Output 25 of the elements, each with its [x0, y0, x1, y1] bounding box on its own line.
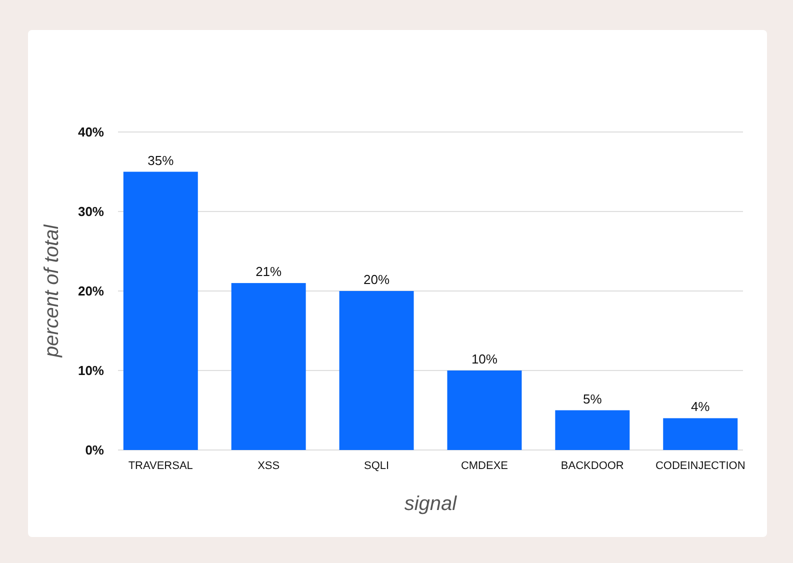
x-tick-label: BACKDOOR	[560, 460, 624, 472]
data-label: 4%	[690, 399, 710, 414]
bar	[231, 283, 306, 450]
bar	[447, 370, 522, 450]
bar	[555, 410, 630, 450]
y-tick-label: 10%	[78, 363, 104, 378]
y-tick-label: 20%	[78, 284, 104, 299]
data-label: 20%	[364, 272, 390, 287]
x-tick-label: CMDEXE	[460, 460, 508, 472]
data-label: 5%	[583, 391, 602, 406]
y-axis-title: percent of total	[41, 224, 63, 358]
data-label: 21%	[256, 264, 282, 280]
data-label: 10%	[471, 352, 498, 366]
bar	[663, 418, 738, 450]
x-axis-title: signal	[404, 493, 458, 515]
bar	[339, 291, 414, 450]
y-tick-label: 0%	[85, 442, 104, 458]
x-tick-label: CODEINJECTION	[655, 460, 746, 472]
x-tick-label: TRAVERSAL	[128, 460, 193, 472]
y-tick-label: 40%	[78, 124, 104, 140]
bar	[123, 172, 198, 450]
x-tick-label: SQLI	[364, 460, 390, 472]
data-label: 35%	[148, 152, 174, 168]
y-tick-label: 30%	[78, 204, 104, 220]
x-tick-label: XSS	[258, 460, 280, 472]
